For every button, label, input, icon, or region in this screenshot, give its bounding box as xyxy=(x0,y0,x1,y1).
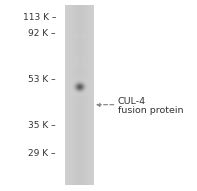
Text: 53 K –: 53 K – xyxy=(28,75,56,84)
Text: CUL-4: CUL-4 xyxy=(117,97,146,106)
Text: 113 K –: 113 K – xyxy=(22,13,56,22)
Text: 92 K –: 92 K – xyxy=(28,29,56,38)
Text: fusion protein: fusion protein xyxy=(117,106,183,115)
Text: 29 K –: 29 K – xyxy=(28,149,56,158)
Text: 35 K –: 35 K – xyxy=(28,121,56,130)
